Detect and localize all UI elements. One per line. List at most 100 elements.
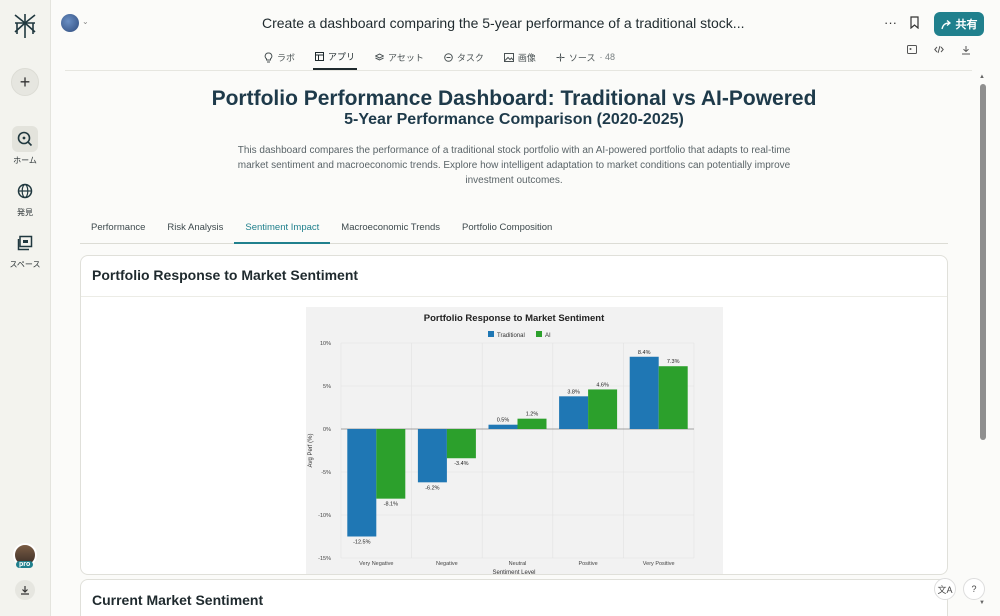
sources-count: · 48 xyxy=(599,52,615,62)
scroll-down-arrow[interactable]: ▼ xyxy=(979,600,985,606)
x-tick-label: Negative xyxy=(436,561,458,567)
y-axis-label: Avg Perf (%) xyxy=(308,434,314,468)
thread-avatar[interactable] xyxy=(61,14,79,32)
rail-item-label: 発見 xyxy=(17,208,33,217)
x-tick-label: Positive xyxy=(578,561,597,567)
bar-ai-very-positive xyxy=(658,366,688,429)
new-thread-button[interactable]: + xyxy=(11,68,39,96)
download-icon[interactable] xyxy=(961,45,971,55)
rail-item-label: スペース xyxy=(9,260,41,269)
layers-icon xyxy=(375,52,385,61)
dashboard-tab[interactable]: Performance xyxy=(91,222,146,233)
tab-sources[interactable]: ソース · 48 xyxy=(554,44,617,70)
legend-swatch xyxy=(488,331,494,337)
left-rail: + ホーム 発見 スペース pro xyxy=(0,0,50,616)
chart-svg: Portfolio Response to Market Sentiment Tr… xyxy=(308,313,695,575)
y-tick-label: -15% xyxy=(318,556,331,562)
share-icon xyxy=(940,19,951,29)
x-tick-label: Very Negative xyxy=(359,561,393,567)
card-divider xyxy=(81,296,947,297)
download-app-button[interactable] xyxy=(15,580,35,600)
bar-ai-negative xyxy=(446,429,476,459)
data-label: -6.2% xyxy=(425,485,439,491)
lightbulb-icon xyxy=(264,52,273,62)
rail-item-label: ホーム xyxy=(13,156,37,165)
sentiment-card: Portfolio Response to Market Sentiment P… xyxy=(80,255,948,575)
tab-apps[interactable]: アプリ xyxy=(313,44,358,70)
header-divider xyxy=(65,70,972,71)
tab-label: ソース xyxy=(568,52,596,63)
dashboard-title: Portfolio Performance Dashboard: Traditi… xyxy=(211,87,817,110)
rail-item-home[interactable]: ホーム xyxy=(0,126,50,166)
card-title: Portfolio Response to Market Sentiment xyxy=(92,267,359,283)
translate-button[interactable]: 文A xyxy=(934,578,956,600)
download-icon xyxy=(21,586,29,595)
more-options-button[interactable]: ··· xyxy=(884,15,897,30)
dashboard-tab[interactable]: Risk Analysis xyxy=(167,222,224,233)
rail-item-discover[interactable]: 発見 xyxy=(0,178,50,218)
tab-assets[interactable]: アセット xyxy=(373,44,426,70)
tab-label: アプリ xyxy=(328,51,356,62)
data-label: 3.8% xyxy=(567,389,580,395)
data-label: 8.4% xyxy=(638,350,651,356)
current-sentiment-card: Current Market Sentiment xyxy=(80,579,948,616)
app-preview: Portfolio Performance Dashboard: Traditi… xyxy=(51,71,977,616)
code-icon[interactable] xyxy=(934,45,944,54)
sentiment-chart: Portfolio Response to Market Sentiment Tr… xyxy=(306,307,723,575)
scrollbar-thumb[interactable] xyxy=(980,84,986,440)
spaces-icon xyxy=(12,230,38,256)
x-tick-label: Neutral xyxy=(509,561,527,567)
panel-actions xyxy=(907,45,971,55)
app-icon xyxy=(315,51,325,61)
dashboard-tab[interactable]: Portfolio Composition xyxy=(462,222,553,233)
thread-tabs: ラボ アプリ アセット タスク 画像 xyxy=(262,44,617,70)
data-label: 0.5% xyxy=(497,418,510,424)
y-tick-label: 5% xyxy=(323,384,331,390)
plus-icon: + xyxy=(19,71,31,92)
translate-icon: 文A xyxy=(937,584,953,595)
chevron-down-icon[interactable]: ⌄ xyxy=(82,17,89,26)
thread-title: Create a dashboard comparing the 5-year … xyxy=(262,15,745,31)
sources-icon xyxy=(556,53,565,61)
help-button[interactable]: ? xyxy=(963,578,985,600)
data-label: -3.4% xyxy=(454,461,468,467)
tab-label: アセット xyxy=(388,52,424,63)
tab-images[interactable]: 画像 xyxy=(502,44,538,70)
dashboard-tabs: Performance Risk Analysis Sentiment Impact… xyxy=(80,214,948,244)
share-label: 共有 xyxy=(955,19,978,31)
y-tick-label: 10% xyxy=(320,341,331,347)
data-label: -12.5% xyxy=(353,540,371,546)
bar-traditional-neutral xyxy=(488,424,518,429)
legend-label: Traditional xyxy=(497,333,525,339)
x-tick-label: Very Positive xyxy=(643,561,675,567)
tab-label: タスク xyxy=(456,52,484,63)
scroll-up-arrow[interactable]: ▲ xyxy=(979,74,985,80)
globe-icon xyxy=(12,178,38,204)
main-panel: ⌄ Create a dashboard comparing the 5-yea… xyxy=(50,0,1000,616)
data-label: -8.1% xyxy=(384,502,398,508)
tab-tasks[interactable]: タスク xyxy=(442,44,486,70)
tab-labs[interactable]: ラボ xyxy=(262,44,297,70)
y-tick-label: -5% xyxy=(321,470,331,476)
tab-label: ラボ xyxy=(277,52,296,63)
dashboard-tab[interactable]: Sentiment Impact xyxy=(234,214,331,244)
chart-title: Portfolio Response to Market Sentiment xyxy=(424,313,605,324)
search-circle-icon xyxy=(12,126,38,152)
dashboard-description: This dashboard compares the performance … xyxy=(237,145,791,186)
help-icon: ? xyxy=(971,584,977,594)
dashboard-tab[interactable]: Macroeconomic Trends xyxy=(341,222,441,233)
legend-swatch xyxy=(536,331,542,337)
preview-icon[interactable] xyxy=(907,45,917,54)
bookmark-icon[interactable] xyxy=(909,16,920,29)
bar-ai-positive xyxy=(588,389,618,429)
bar-traditional-positive xyxy=(559,396,589,429)
x-axis-label: Sentiment Level xyxy=(492,570,535,575)
rail-item-spaces[interactable]: スペース xyxy=(0,230,50,270)
data-label: 1.2% xyxy=(526,412,539,418)
perplexity-logo-icon[interactable] xyxy=(12,12,38,40)
share-button[interactable]: 共有 xyxy=(934,12,984,36)
y-tick-label: -10% xyxy=(318,513,331,519)
bar-ai-very-negative xyxy=(376,429,406,499)
pro-badge: pro xyxy=(16,561,34,568)
